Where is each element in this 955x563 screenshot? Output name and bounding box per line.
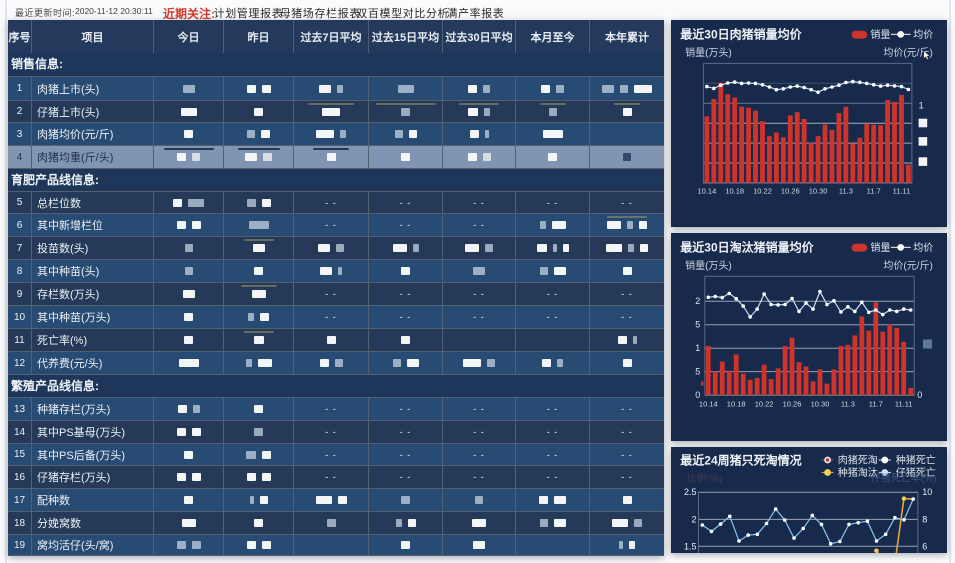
svg-text:11.7: 11.7	[869, 400, 883, 409]
svg-text:10: 10	[922, 487, 932, 497]
svg-text:11.11: 11.11	[893, 187, 911, 196]
svg-text:比例(%): 比例(%)	[687, 472, 723, 485]
svg-text:11.11: 11.11	[895, 400, 913, 409]
svg-text:10.18: 10.18	[725, 187, 744, 196]
svg-text:10.22: 10.22	[753, 187, 772, 196]
svg-text:0: 0	[917, 390, 922, 400]
svg-text:销量: 销量	[870, 241, 890, 254]
svg-text:最近30日肉猪销量均价: 最近30日肉猪销量均价	[680, 26, 802, 41]
svg-text:均价: 均价	[913, 29, 933, 41]
svg-text:肉猪死淘: 肉猪死淘	[838, 454, 878, 467]
svg-text:11.3: 11.3	[841, 400, 855, 409]
svg-text:最近24周猪只死淘情况: 最近24周猪只死淘情况	[680, 453, 801, 468]
svg-text:10.14: 10.14	[698, 187, 717, 196]
svg-text:2: 2	[691, 514, 696, 524]
svg-text:仔猪死亡率(%): 仔猪死亡率(%)	[871, 472, 937, 485]
svg-text:10.22: 10.22	[755, 400, 774, 409]
svg-text:8: 8	[922, 514, 927, 524]
svg-text:2.5: 2.5	[684, 487, 697, 497]
svg-text:1: 1	[919, 101, 924, 111]
svg-text:均价(元/斤): 均价(元/斤)	[883, 47, 932, 59]
svg-text:仔猪死亡: 仔猪死亡	[896, 466, 936, 479]
svg-text:10.26: 10.26	[781, 187, 800, 196]
svg-text:销量(万头): 销量(万头)	[685, 259, 732, 272]
svg-text:均价: 均价	[913, 242, 933, 254]
svg-text:10.18: 10.18	[727, 400, 746, 409]
svg-text:1.5: 1.5	[684, 541, 697, 551]
svg-text:0: 0	[695, 390, 700, 400]
svg-text:10.30: 10.30	[811, 400, 830, 409]
svg-text:种猪淘汰: 种猪淘汰	[838, 466, 878, 479]
svg-text:6: 6	[922, 541, 927, 551]
svg-text:销量(万头): 销量(万头)	[685, 46, 732, 59]
svg-text:5: 5	[695, 367, 700, 377]
svg-text:10.14: 10.14	[699, 400, 718, 409]
svg-text:11.3: 11.3	[839, 187, 853, 196]
svg-text:10.26: 10.26	[783, 400, 802, 409]
svg-text:10.30: 10.30	[809, 187, 828, 196]
svg-text:销量: 销量	[870, 28, 890, 41]
svg-text:种猪死亡: 种猪死亡	[896, 454, 936, 467]
svg-text:均价(元/斤): 均价(元/斤)	[883, 260, 932, 272]
svg-text:2: 2	[695, 296, 700, 306]
svg-text:最近30日淘汰猪销量均价: 最近30日淘汰猪销量均价	[680, 239, 814, 254]
svg-text:5: 5	[695, 320, 700, 330]
svg-text:1: 1	[695, 343, 700, 353]
svg-text:11.7: 11.7	[867, 187, 881, 196]
